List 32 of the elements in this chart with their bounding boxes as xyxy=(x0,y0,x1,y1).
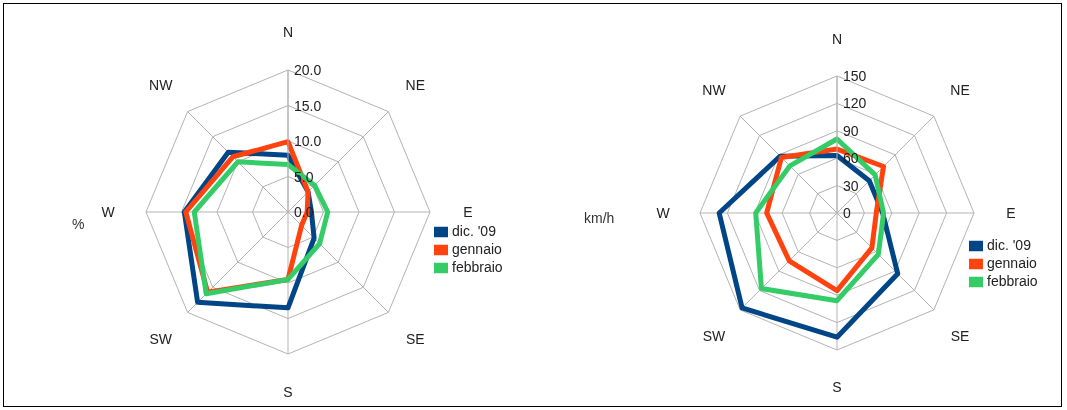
y-tick-label: 0 xyxy=(843,205,851,221)
spoke-label: E xyxy=(1006,205,1016,221)
spoke-label: SW xyxy=(149,331,173,348)
y-tick-label: 15.0 xyxy=(294,97,322,114)
spoke-label: SE xyxy=(950,328,970,345)
spoke-label: NE xyxy=(405,76,426,93)
spoke-label: NW xyxy=(149,76,174,93)
text: km/h xyxy=(584,210,615,226)
legend-label: dic. '09 xyxy=(452,223,496,239)
spoke-label: S xyxy=(283,384,293,400)
spoke-label: W xyxy=(656,205,671,221)
spoke-label: N xyxy=(282,24,294,40)
y-tick-label: 120 xyxy=(843,95,867,112)
spoke-label: SE xyxy=(405,331,425,348)
y-tick-label: 150 xyxy=(843,68,867,84)
spoke-label: E xyxy=(463,204,473,220)
y-tick-label: 20.0 xyxy=(294,62,322,78)
legend-label: dic. '09 xyxy=(987,237,1031,253)
spoke-label: N xyxy=(831,31,843,47)
legend-label: gennaio xyxy=(987,255,1037,271)
spoke-label: S xyxy=(832,379,842,395)
text: % xyxy=(72,216,85,232)
spoke-label: SW xyxy=(702,328,727,345)
spoke-label: NE xyxy=(950,81,970,98)
legend-label: gennaio xyxy=(452,241,502,257)
spoke-label: W xyxy=(101,204,116,220)
legend-label: febbraio xyxy=(987,273,1038,289)
y-tick-label: 30 xyxy=(843,177,859,194)
legend-label: febbraio xyxy=(452,259,503,275)
spoke-label: NW xyxy=(702,81,727,98)
y-tick-label: 90 xyxy=(843,122,859,139)
y-tick-label: 10.0 xyxy=(294,133,322,149)
